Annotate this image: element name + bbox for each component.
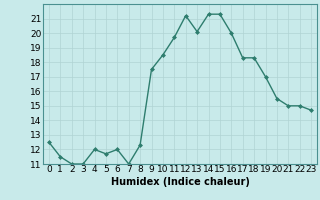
X-axis label: Humidex (Indice chaleur): Humidex (Indice chaleur): [111, 177, 249, 187]
